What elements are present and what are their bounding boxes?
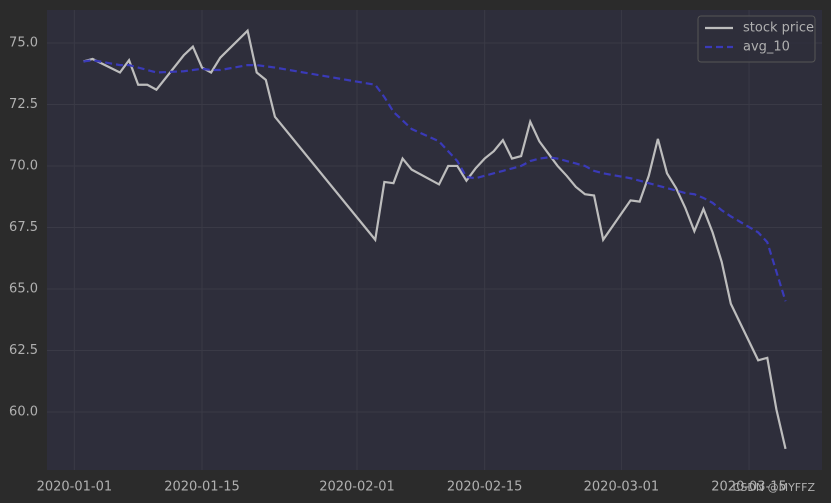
y-tick-label: 65.0 xyxy=(9,281,38,296)
legend-label: stock price xyxy=(743,21,814,36)
y-tick-label: 62.5 xyxy=(9,343,38,358)
x-tick-label: 2020-01-01 xyxy=(37,480,113,495)
y-tick-label: 75.0 xyxy=(9,35,38,50)
watermark: CSDN @MYFFZ xyxy=(733,481,816,494)
x-tick-label: 2020-01-15 xyxy=(164,480,240,495)
y-tick-label: 60.0 xyxy=(9,404,38,419)
line xyxy=(83,59,787,302)
y-tick-label: 72.5 xyxy=(9,97,38,112)
x-tick-label: 2020-02-01 xyxy=(319,480,395,495)
x-tick-label: 2020-03-01 xyxy=(584,480,660,495)
x-tick-label: 2020-03-15 xyxy=(711,480,787,495)
legend-label: avg_10 xyxy=(743,40,790,55)
y-tick-label: 67.5 xyxy=(9,220,38,235)
y-tick-label: 70.0 xyxy=(9,158,38,173)
plot-area xyxy=(47,10,822,470)
x-tick-label: 2020-02-15 xyxy=(447,480,523,495)
